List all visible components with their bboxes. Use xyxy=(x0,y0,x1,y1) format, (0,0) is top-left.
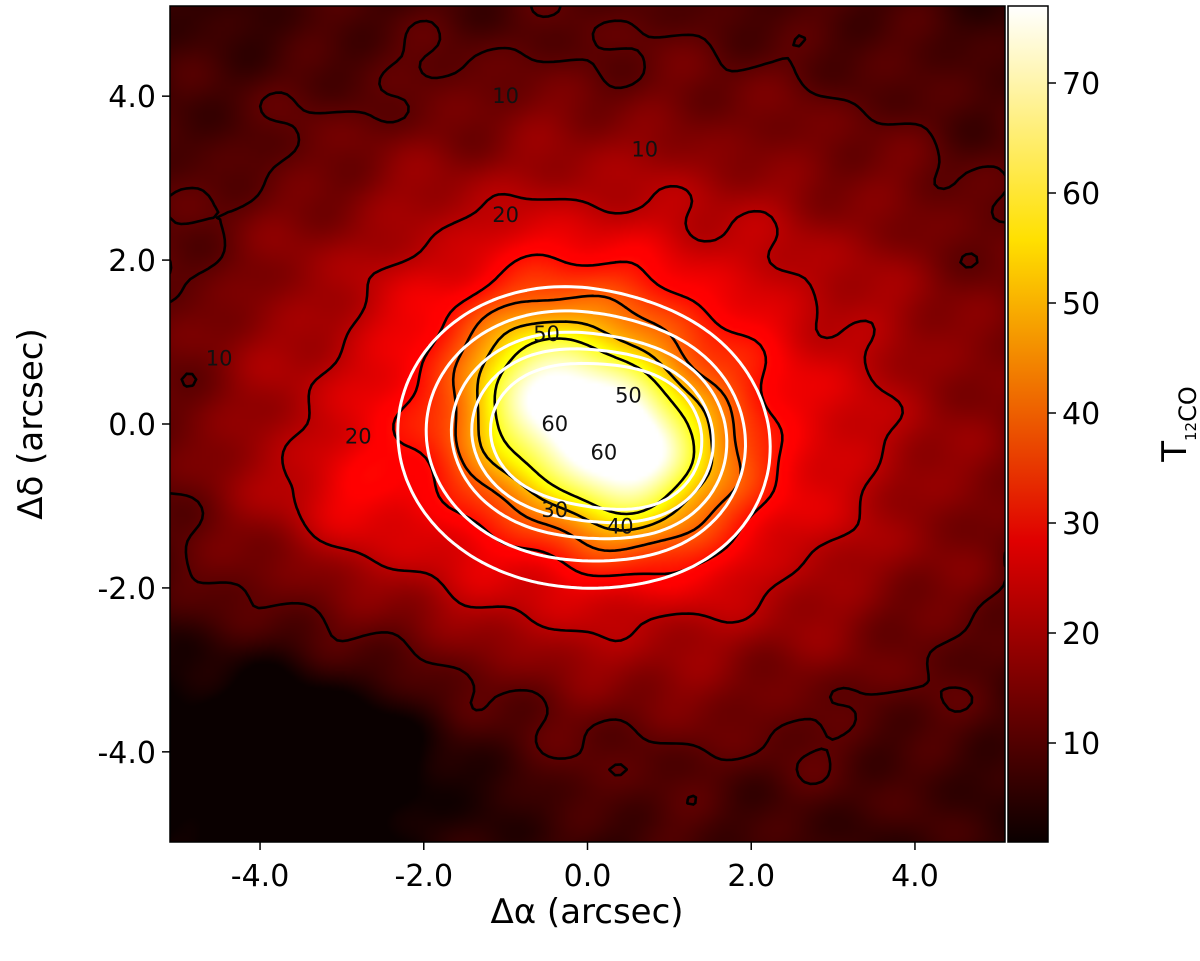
y-tick-label: 4.0 xyxy=(108,80,156,115)
continuum-contour-2 xyxy=(424,309,747,563)
contour-label: 60 xyxy=(541,412,568,436)
continuum-contour-1 xyxy=(396,285,772,590)
y-tick-label: -2.0 xyxy=(97,572,156,607)
colorbar-ticks: 10 20 30 40 50 60 70 xyxy=(1048,67,1100,762)
colorbar-tick-label: 70 xyxy=(1062,67,1100,102)
continuum-contour-3 xyxy=(449,330,729,541)
x-tick-label: 2.0 xyxy=(727,859,775,894)
continuum-contour-5 xyxy=(489,361,704,511)
colorbar: 10 20 30 40 50 60 70 T12CO xyxy=(1007,5,1200,843)
colorbar-tick-label: 60 xyxy=(1062,177,1100,212)
contour-labels: 10 10 10 20 20 50 50 60 60 30 40 xyxy=(206,84,658,538)
x-tick-label: -2.0 xyxy=(395,859,454,894)
colorbar-label-molecule: CO xyxy=(1174,386,1200,422)
x-tick-label: 4.0 xyxy=(891,859,939,894)
contour-label: 60 xyxy=(591,441,618,465)
contour-label: 10 xyxy=(206,346,233,370)
colorbar-label-main: T xyxy=(1155,441,1195,463)
colorbar-tick-label: 50 xyxy=(1062,287,1100,322)
contour-label: 20 xyxy=(492,203,519,227)
contour-layer xyxy=(170,6,1005,806)
y-tick-label: -4.0 xyxy=(97,736,156,771)
contour-label: 30 xyxy=(541,498,568,522)
colorbar-tick-label: 20 xyxy=(1062,617,1100,652)
colorbar-tick-label: 30 xyxy=(1062,507,1100,542)
colorbar-label-isotope: 12 xyxy=(1182,422,1200,441)
heatmap-image xyxy=(170,6,1005,842)
contour-label: 20 xyxy=(345,424,372,448)
x-axis-label: Δα (arcsec) xyxy=(490,892,683,932)
heatmap-plot: 10 10 10 20 20 50 50 60 60 30 40 xyxy=(169,5,1006,843)
contour-label: 50 xyxy=(533,322,560,346)
x-axis: -4.0 -2.0 0.0 2.0 4.0 xyxy=(231,842,939,894)
contour-label: 50 xyxy=(615,383,642,407)
colorbar-tick-label: 10 xyxy=(1062,727,1100,762)
colorbar-tick-label: 40 xyxy=(1062,397,1100,432)
contour-line-20 xyxy=(281,184,904,643)
contour-line-40 xyxy=(451,294,742,553)
colorbar-gradient xyxy=(1007,5,1049,843)
y-axis: -4.0 -2.0 0.0 2.0 4.0 xyxy=(97,80,170,771)
x-tick-label: 0.0 xyxy=(564,859,612,894)
contour-label: 10 xyxy=(631,137,658,161)
y-axis-label: Δδ (arcsec) xyxy=(11,328,51,519)
continuum-contour-4 xyxy=(470,347,715,525)
contour-line-10 xyxy=(170,6,1005,806)
x-tick-label: -4.0 xyxy=(231,859,290,894)
contour-label: 40 xyxy=(607,514,634,538)
contour-label: 10 xyxy=(492,84,519,108)
y-tick-label: 2.0 xyxy=(108,244,156,279)
y-tick-label: 0.0 xyxy=(108,408,156,443)
colorbar-label: T12CO xyxy=(1155,386,1200,463)
